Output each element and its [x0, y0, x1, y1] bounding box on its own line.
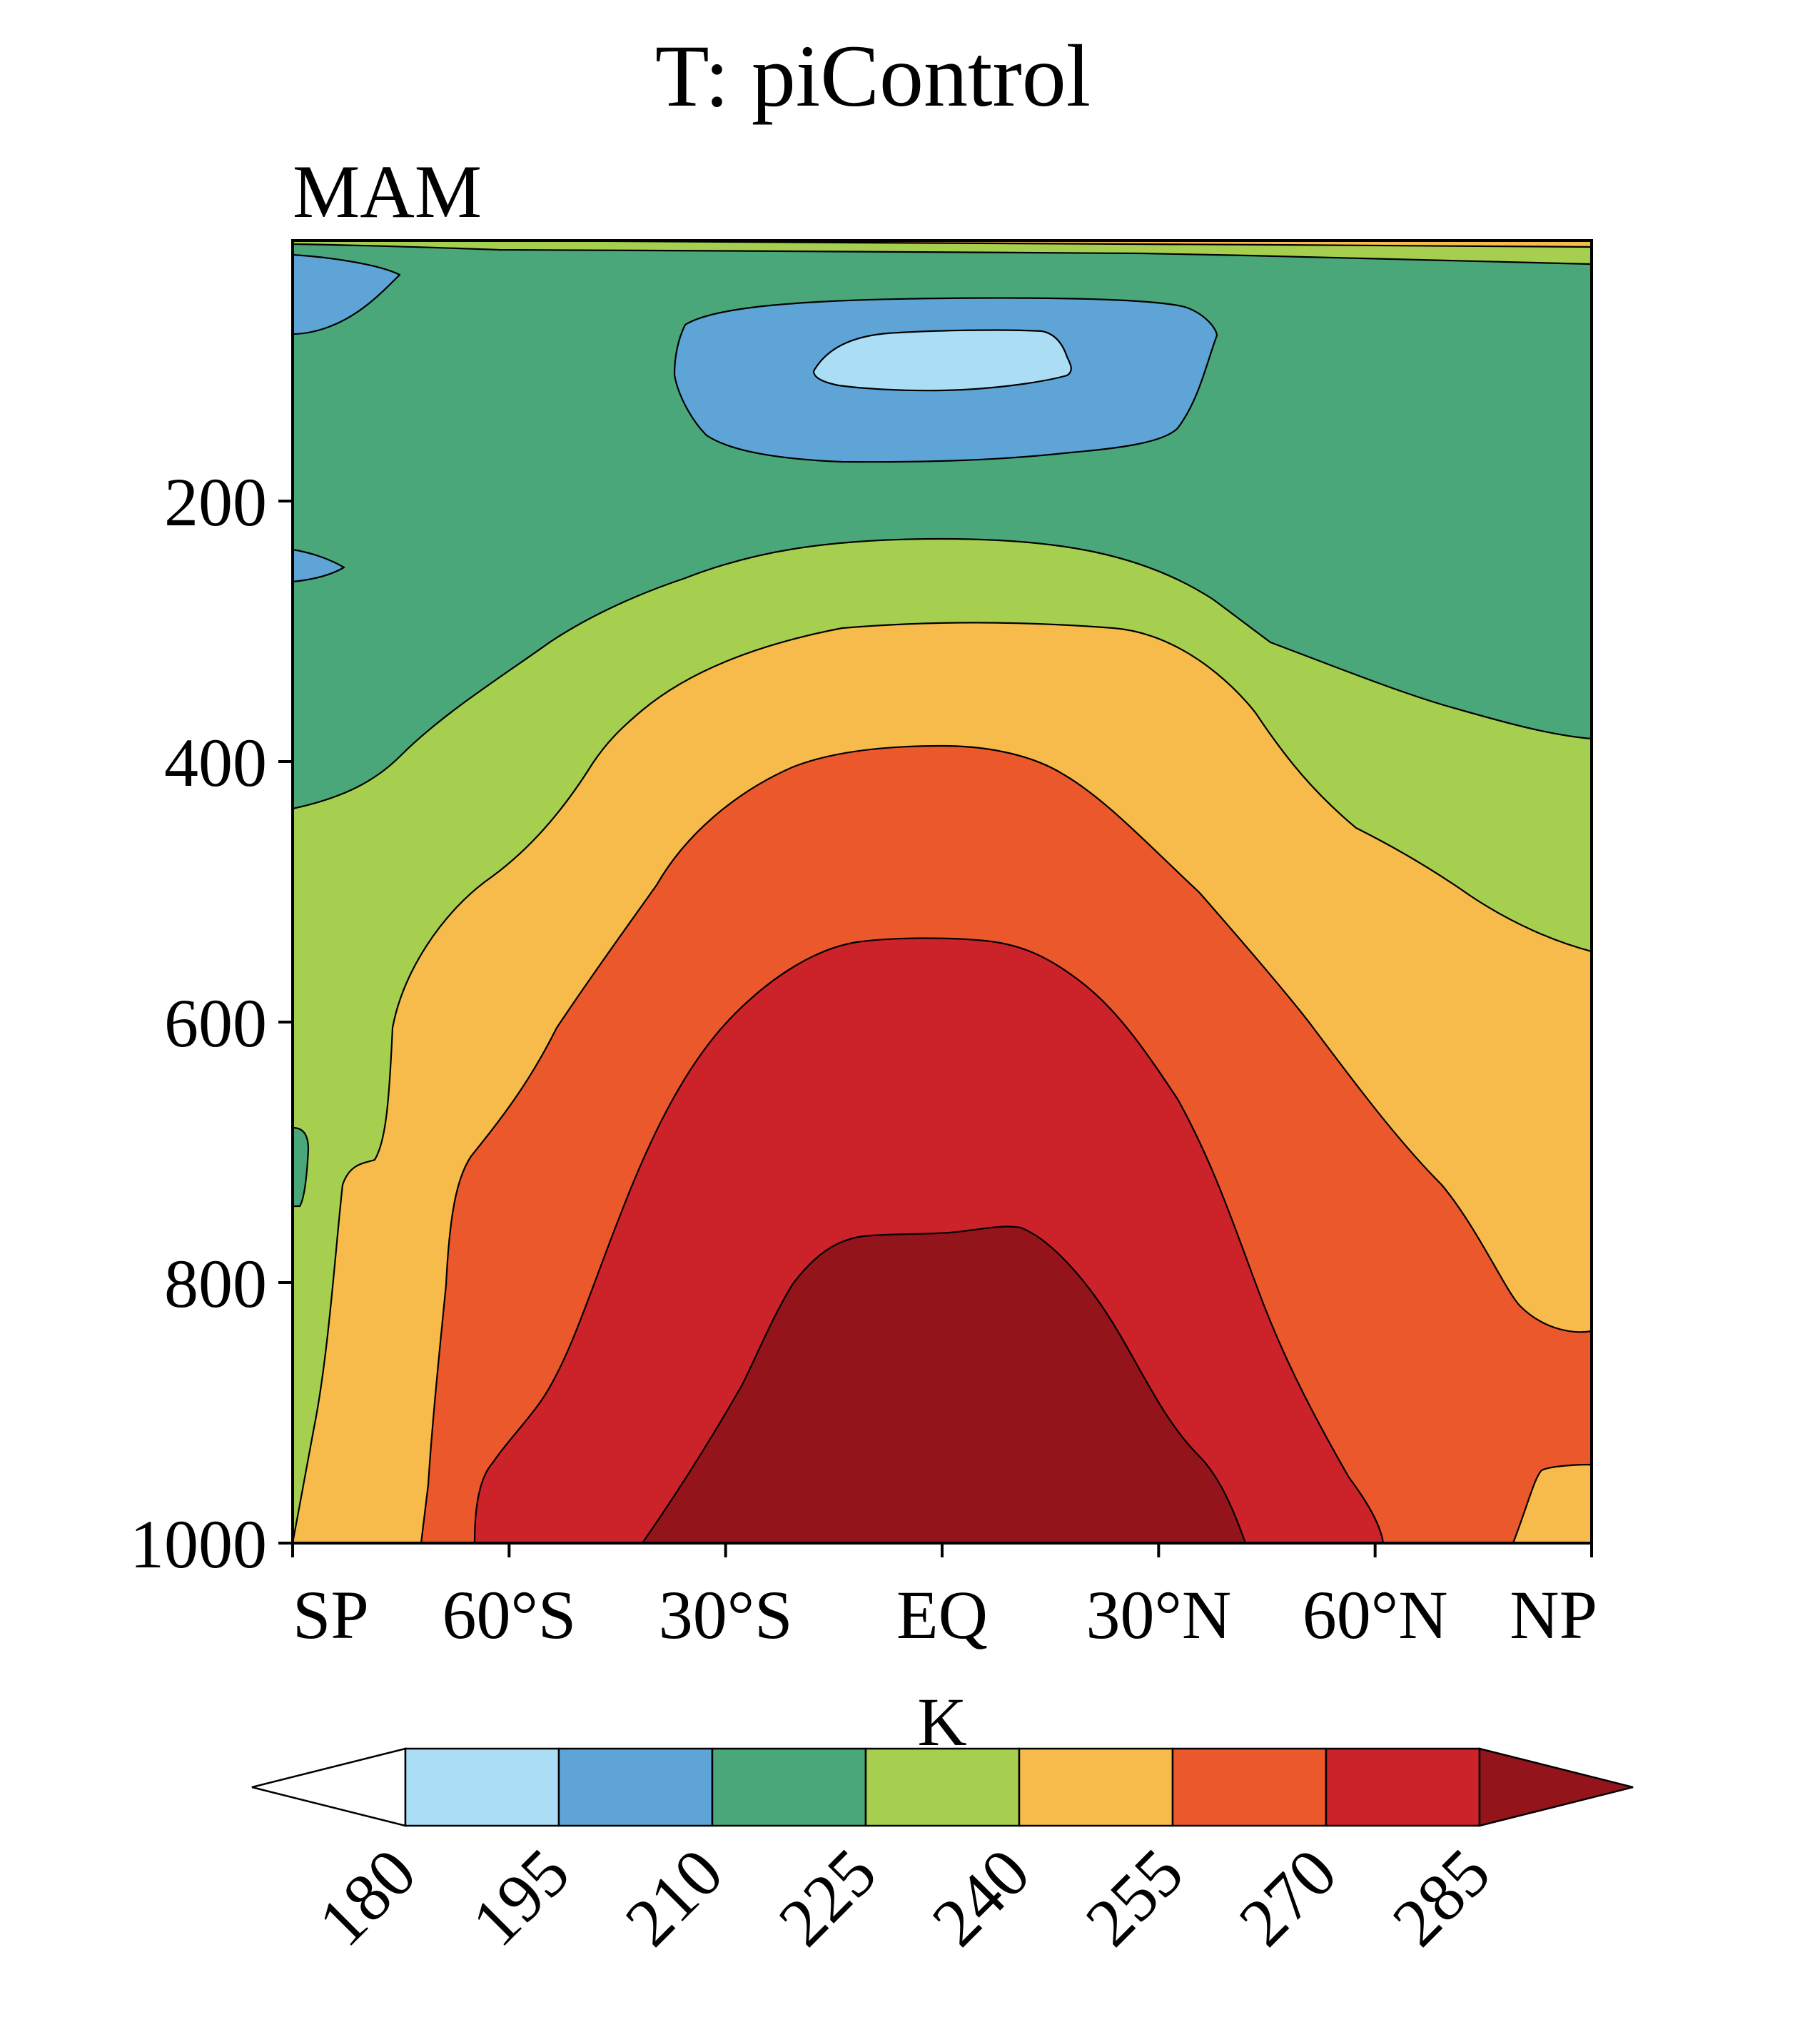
colorbar: 180 195 210 225 240 255 270 285: [251, 1747, 1634, 1961]
y-tick-label: 800: [164, 1245, 267, 1322]
colorbar-extend-high: [1478, 1747, 1634, 1827]
colorbar-box: [864, 1747, 1021, 1827]
y-axis: 200 400 600 800 1000: [130, 464, 293, 1582]
colorbar-tick-label: 180: [303, 1834, 430, 1960]
y-tick-label: 400: [164, 724, 267, 801]
colorbar-tick-label: 225: [764, 1834, 890, 1960]
y-tick-label: 200: [164, 464, 267, 540]
x-tick-label: NP: [1510, 1577, 1597, 1653]
colorbar-box: [1325, 1747, 1481, 1827]
x-tick-label: 60°S: [442, 1577, 576, 1653]
x-tick-label: SP: [293, 1577, 369, 1653]
colorbar-box: [404, 1747, 560, 1827]
contour-band-195-210: [293, 253, 401, 335]
x-tick-label: 30°N: [1086, 1577, 1231, 1653]
x-tick-label: EQ: [896, 1577, 988, 1653]
x-tick-label: 30°S: [659, 1577, 793, 1653]
contour-band-240-255: [1512, 1463, 1592, 1543]
y-tick-label: 600: [164, 985, 267, 1061]
colorbar-box: [711, 1747, 867, 1827]
colorbar-tick-label: 285: [1377, 1834, 1504, 1960]
colorbar-tick-label: 255: [1071, 1834, 1197, 1960]
contour-plot-area: [293, 241, 1592, 1543]
x-axis: SP 60°S 30°S EQ 30°N 60°N NP: [291, 1543, 1597, 1653]
x-tick-label: 60°N: [1303, 1577, 1448, 1653]
contour-band-210-225: [293, 1126, 310, 1208]
y-tick-label: 1000: [130, 1506, 267, 1582]
contour-band-195-210: [293, 548, 345, 583]
contour-band-225-240: [293, 241, 1592, 266]
colorbar-box: [1171, 1747, 1328, 1827]
season-label: MAM: [293, 150, 482, 233]
colorbar-box: [1018, 1747, 1174, 1827]
colorbar-tick-label: 270: [1224, 1834, 1350, 1960]
colorbar-box: [557, 1747, 714, 1827]
chart-title: T: piControl: [655, 27, 1091, 125]
colorbar-tick-label: 210: [610, 1834, 737, 1960]
colorbar-extend-low: [251, 1747, 407, 1827]
colorbar-tick-label: 195: [457, 1834, 583, 1960]
colorbar-unit-label: K: [917, 1684, 966, 1760]
contour-band-180-195: [812, 329, 1072, 392]
colorbar-tick-label: 240: [917, 1834, 1043, 1960]
contour-band-above-285: [641, 1225, 1247, 1543]
